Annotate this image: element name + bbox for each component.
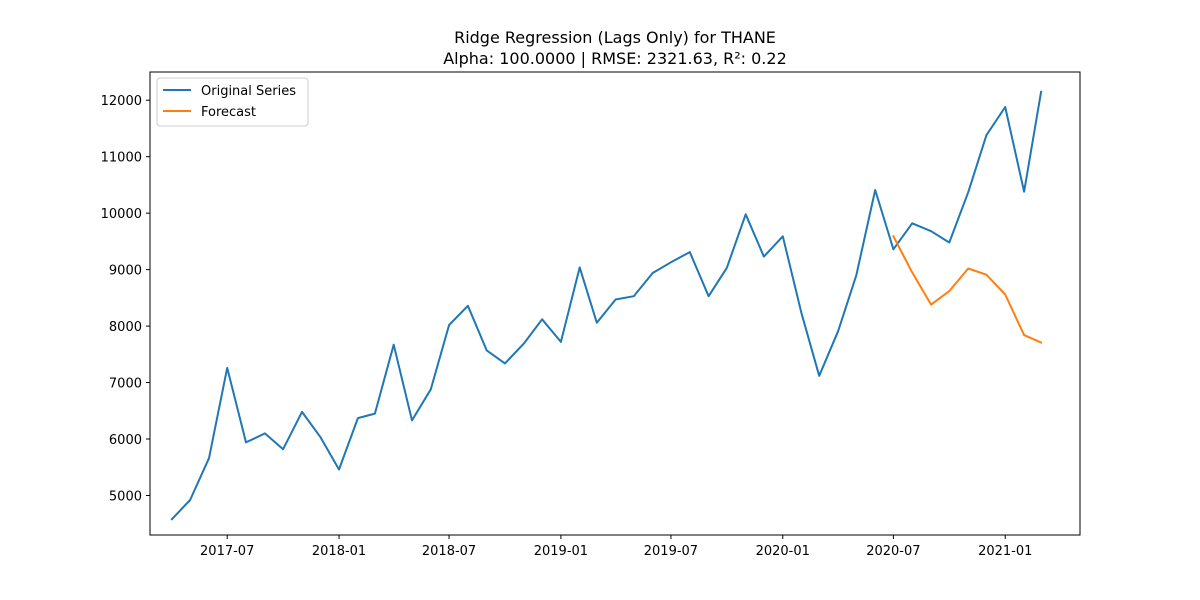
- y-tick-label-6: 11000: [101, 151, 142, 166]
- chart-title: Ridge Regression (Lags Only) for THANE: [454, 28, 776, 47]
- y-tick-label-4: 9000: [109, 264, 142, 279]
- x-tick-label-1: 2018-01: [312, 544, 366, 559]
- x-tick-label-6: 2020-07: [866, 544, 920, 559]
- x-tick-label-2: 2018-07: [422, 544, 476, 559]
- x-tick-label-5: 2020-01: [756, 544, 810, 559]
- series-layer: [170, 90, 1043, 521]
- y-tick-label-2: 7000: [109, 377, 142, 392]
- y-tick-label-7: 12000: [101, 94, 142, 109]
- x-axis: 2017-07 2018-01 2018-07 2019-01 2019-07 2020-…: [200, 535, 1032, 559]
- y-tick-label-1: 6000: [109, 433, 142, 448]
- y-tick-label-3: 8000: [109, 320, 142, 335]
- y-tick-label-5: 10000: [101, 207, 142, 222]
- x-tick-label-0: 2017-07: [200, 544, 254, 559]
- x-tick-label-7: 2021-01: [978, 544, 1032, 559]
- x-tick-label-3: 2019-01: [534, 544, 588, 559]
- plot-frame: [149, 71, 1081, 536]
- legend-label-forecast: Forecast: [201, 105, 256, 120]
- legend: Original Series Forecast: [156, 77, 309, 127]
- y-tick-label-0: 5000: [109, 489, 142, 504]
- x-tick-label-4: 2019-07: [644, 544, 698, 559]
- series-line-0: [170, 90, 1043, 521]
- legend-label-original: Original Series: [201, 84, 296, 99]
- legend-box: [156, 77, 309, 127]
- chart-subtitle: Alpha: 100.0000 | RMSE: 2321.63, R²: 0.2…: [443, 49, 787, 68]
- y-axis: 5000 6000 7000 8000 9000 10000 11000 12000: [101, 94, 150, 504]
- series-line-1: [892, 234, 1043, 344]
